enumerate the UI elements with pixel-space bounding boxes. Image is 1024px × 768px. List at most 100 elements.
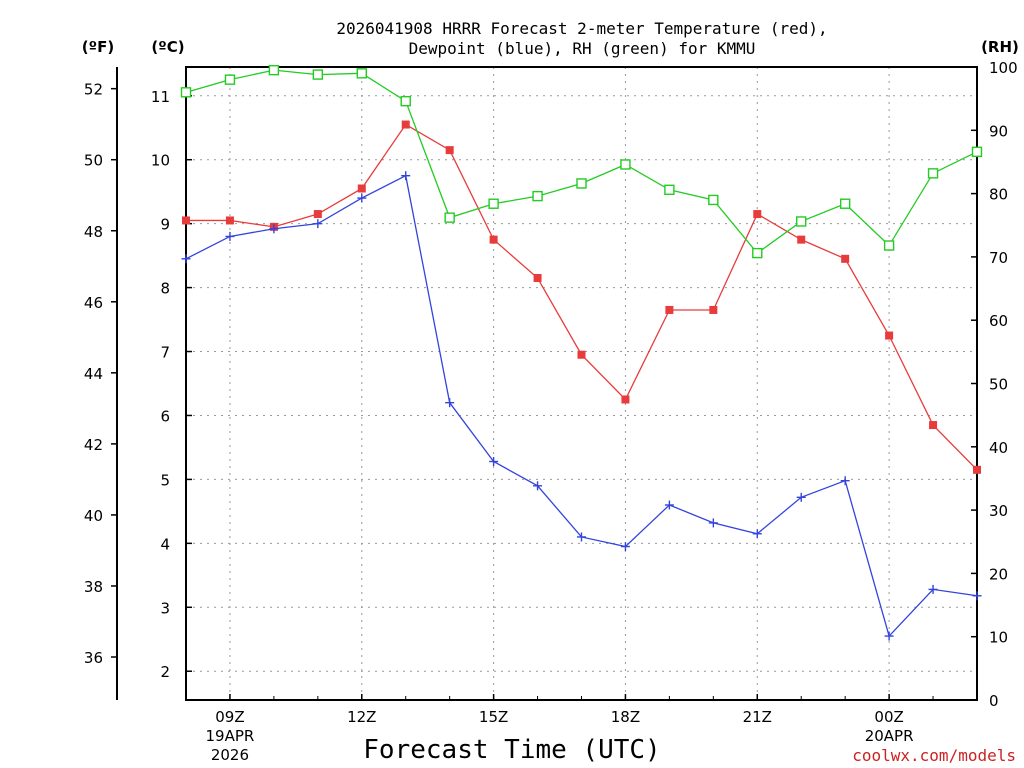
rh-point	[664, 184, 675, 196]
rh-point	[752, 247, 763, 259]
temperature-point	[577, 350, 586, 359]
temperature-point	[182, 216, 190, 225]
x-tick-label: 09Z	[215, 708, 244, 726]
fahrenheit-tick-label: 36	[84, 649, 103, 667]
rh-tick-label: 40	[989, 439, 1008, 457]
dewpoint-point	[401, 171, 411, 181]
celsius-tick-label: 10	[151, 152, 170, 170]
chart-title-line2: Dewpoint (blue), RH (green) for KMMU	[409, 39, 756, 58]
rh-point	[444, 212, 455, 223]
rh-point	[488, 198, 499, 209]
dewpoint-point	[664, 500, 674, 510]
dewpoint-point	[577, 532, 586, 542]
dewpoint-point	[972, 591, 982, 601]
x-axis-label: Forecast Time (UTC)	[363, 735, 660, 765]
celsius-tick-label: 3	[160, 599, 170, 617]
rh-tick-label: 60	[989, 312, 1008, 330]
temperature-line	[186, 123, 978, 471]
dewpoint-line	[185, 174, 978, 638]
rh-tick-label: 80	[989, 186, 1008, 204]
fahrenheit-tick-label: 52	[84, 81, 103, 99]
rh-point	[268, 64, 280, 76]
x-tick-label: 15Z	[479, 708, 508, 726]
temperature-point	[401, 120, 410, 129]
temperature-point	[973, 465, 981, 474]
rh-point	[180, 87, 192, 98]
dewpoint-point	[752, 529, 762, 539]
plot-frame	[185, 66, 978, 701]
fahrenheit-unit-label: (ºF)	[82, 38, 114, 56]
celsius-tick-label: 2	[160, 663, 170, 681]
rh-tick-label: 20	[989, 565, 1008, 583]
rh-point	[883, 240, 895, 251]
temperature-point	[885, 331, 894, 340]
celsius-tick-label: 4	[160, 535, 170, 553]
fahrenheit-tick-label: 48	[84, 223, 103, 241]
dewpoint-point	[181, 254, 191, 264]
fahrenheit-tick-label: 42	[84, 436, 103, 454]
x-tick-label: 00Z	[874, 708, 903, 726]
temperature-point	[929, 421, 938, 430]
x-tick-label: 21Z	[743, 708, 772, 726]
dewpoint-point	[708, 518, 718, 528]
rh-unit-label: (RH)	[981, 38, 1019, 56]
rh-point	[927, 168, 939, 179]
rh-tick-label: 30	[989, 502, 1008, 520]
dewpoint-point	[313, 219, 323, 229]
dewpoint-point	[884, 631, 894, 641]
celsius-unit-label: (ºC)	[151, 38, 184, 56]
fahrenheit-tick-label: 44	[84, 365, 103, 383]
temperature-point	[357, 184, 366, 193]
rh-point	[620, 159, 631, 170]
rh-point	[708, 194, 719, 206]
rh-tick-label: 10	[989, 629, 1008, 647]
dewpoint-point	[840, 476, 850, 486]
rh-tick-label: 0	[989, 692, 999, 710]
rh-tick-label: 90	[989, 122, 1008, 140]
rh-point	[839, 198, 851, 209]
x-tick-label: 18Z	[611, 708, 640, 726]
fahrenheit-tick-label: 50	[84, 152, 103, 170]
rh-point	[224, 74, 236, 85]
rh-tick-label: 50	[989, 376, 1008, 394]
dewpoint-point	[620, 542, 630, 552]
dewpoint-point	[533, 481, 543, 491]
x-tick-year-label: 2026	[211, 746, 249, 764]
dewpoint-point	[357, 193, 367, 203]
celsius-tick-label: 6	[160, 407, 170, 425]
dewpoint-point	[445, 398, 455, 408]
temperature-point	[489, 235, 498, 244]
temperature-point	[841, 254, 850, 263]
dewpoint-point	[269, 224, 279, 234]
temperature-point	[753, 210, 762, 219]
dewpoint-point	[489, 457, 499, 467]
rh-point	[796, 216, 807, 227]
x-tick-label: 12Z	[347, 708, 376, 726]
temperature-point	[665, 305, 674, 314]
dewpoint-point	[225, 231, 235, 241]
temperature-point	[709, 305, 718, 314]
temperature-point	[797, 235, 806, 244]
temperature-point	[313, 210, 322, 219]
fahrenheit-tick-label: 38	[84, 578, 103, 596]
temperature-point	[621, 395, 630, 404]
x-tick-date-label: 19APR	[206, 727, 255, 745]
rh-point	[400, 95, 411, 107]
celsius-tick-label: 7	[160, 344, 170, 362]
rh-point	[356, 68, 367, 79]
rh-point	[576, 178, 587, 189]
rh-point	[312, 69, 324, 80]
x-tick-date-label: 20APR	[865, 727, 914, 745]
fahrenheit-tick-label: 46	[84, 294, 103, 312]
celsius-tick-label: 11	[151, 88, 170, 106]
dewpoint-point	[796, 492, 806, 502]
chart-grid	[186, 67, 977, 700]
rh-tick-label: 70	[989, 249, 1008, 267]
rh-point	[971, 146, 983, 158]
chart-title-line1: 2026041908 HRRR Forecast 2-meter Tempera…	[336, 19, 827, 38]
temperature-point	[445, 146, 454, 155]
credit-label: coolwx.com/models	[852, 746, 1016, 765]
rh-tick-label: 100	[989, 59, 1018, 77]
